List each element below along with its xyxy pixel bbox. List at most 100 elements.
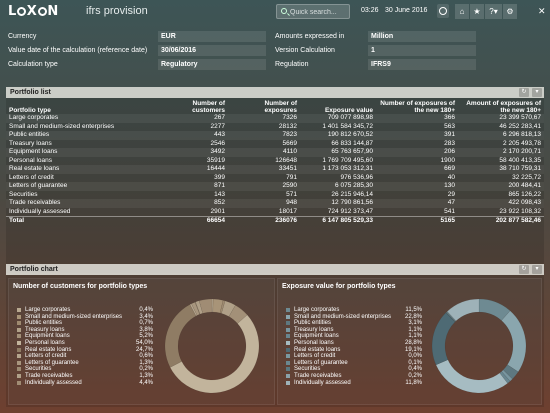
param-value[interactable]: IFRS9 <box>368 59 476 70</box>
pie-slice[interactable] <box>211 298 214 313</box>
table-cell: 1 173 053 312,31 <box>300 165 376 174</box>
table-row[interactable]: Letters of credit 399 791 976 536,96 40 32 22… <box>6 174 544 183</box>
legend-label: Large corporates <box>294 307 340 313</box>
pie-slice[interactable] <box>431 312 456 366</box>
table-cell: 7326 <box>228 114 300 123</box>
column-header[interactable]: Exposure value <box>324 107 373 115</box>
legend-item: Small and medium-sized enterprises 22,8% <box>286 314 426 320</box>
refresh-icon: ↻ <box>521 89 527 95</box>
portfolio-list-header: Portfolio list <box>6 87 544 98</box>
legend-value: 0,4% <box>139 307 153 313</box>
column-header[interactable]: Number of exposures of the new 180+ <box>380 100 455 115</box>
table-row[interactable]: Individually assessed 2901 18017 724 912 37… <box>6 208 544 217</box>
pie-slice[interactable] <box>169 314 260 394</box>
table-row[interactable]: Treasury loans 2546 5669 66 833 144,87 283 2 … <box>6 140 544 149</box>
table-cell: Public entities <box>6 131 156 140</box>
legend-swatch <box>17 308 21 312</box>
pie-slice[interactable] <box>435 359 508 394</box>
column-header[interactable]: Number of customers <box>192 100 225 115</box>
param-label: Version Calculation <box>275 47 335 54</box>
total-cell: 202 877 582,46 <box>458 216 544 226</box>
table-row[interactable]: Personal loans 35919 126648 1 769 709 495,6… <box>6 157 544 166</box>
legend-label: Public entities <box>294 320 332 327</box>
legend-label: Personal loans <box>25 340 65 346</box>
param-value[interactable]: Regulatory <box>158 59 266 70</box>
pie-slice[interactable] <box>446 311 457 322</box>
column-header[interactable]: Number of exposures <box>264 100 297 115</box>
legend-item: Small and medium-sized enterprises 3,4% <box>17 314 157 320</box>
quick-search[interactable] <box>276 4 350 19</box>
table-cell: 366 <box>376 114 458 123</box>
legend-label: Equipment loans <box>294 333 339 340</box>
legend-item: Real estate loans 24,7% <box>17 347 157 353</box>
table-cell: Treasury loans <box>9 139 52 147</box>
search-input[interactable] <box>290 6 348 18</box>
table-cell: Large corporates <box>6 114 156 123</box>
pie-slice[interactable] <box>446 298 480 322</box>
pie-slice[interactable] <box>501 310 527 373</box>
pie-slice[interactable] <box>164 304 197 368</box>
legend-value: 0,6% <box>139 353 153 360</box>
table-row[interactable]: Public entities 443 7823 190 812 670,52 391 6… <box>6 131 544 140</box>
table-cell: 190 812 670,52 <box>300 131 376 140</box>
table-row[interactable]: Real estate loans 16444 33451 1 173 053 312… <box>6 165 544 174</box>
pie-slice[interactable] <box>195 300 203 315</box>
legend-value: 11,5% <box>405 307 422 313</box>
pie-slice[interactable] <box>445 311 457 323</box>
table-cell: 65 763 657,90 <box>300 148 376 157</box>
clock-time: 03:26 <box>361 7 379 14</box>
table-row[interactable]: Small and medium-sized enterprises 2277 28… <box>6 123 544 132</box>
total-cell: 5165 <box>376 216 458 226</box>
favorites-button[interactable]: ★ <box>470 4 484 19</box>
legend-value: 5,2% <box>139 333 153 340</box>
legend-value: 1,3% <box>139 373 153 379</box>
legend-label: Letters of credit <box>25 353 67 360</box>
table-row[interactable]: Trade receivables 852 948 12 790 861,56 47 42… <box>6 199 544 208</box>
param-value[interactable]: 30/06/2016 <box>158 45 266 56</box>
total-cell: Total <box>6 216 156 226</box>
legend-value: 54,0% <box>135 340 153 346</box>
pie-slice[interactable] <box>445 312 456 323</box>
donut-chart <box>164 298 260 394</box>
table-cell: 4110 <box>228 148 300 157</box>
table-cell: 206 <box>376 148 458 157</box>
refresh-button[interactable]: ↻ <box>519 88 529 97</box>
table-cell: Letters of credit <box>9 173 54 181</box>
param-value[interactable]: EUR <box>158 31 266 42</box>
legend-label: Personal loans <box>294 340 334 346</box>
pie-slice[interactable] <box>198 298 213 314</box>
pie-slice[interactable] <box>191 301 200 316</box>
legend-value: 11,8% <box>405 379 422 386</box>
param-value[interactable]: Million <box>368 31 476 42</box>
table-row[interactable]: Securities 143 571 26 215 946,14 29 865 126,2… <box>6 191 544 200</box>
clock-icon <box>439 7 447 15</box>
table-cell: 2277 <box>210 122 225 130</box>
home-button[interactable]: ⌂ <box>455 4 469 19</box>
settings-button[interactable]: ⚙ <box>503 4 517 19</box>
chart-refresh-button[interactable]: ↻ <box>519 265 529 274</box>
table-cell: 46 252 283,41 <box>499 122 541 130</box>
legend-label: Letters of credit <box>294 353 336 360</box>
legend-swatch <box>17 360 21 365</box>
column-header[interactable]: Amount of exposures of the new 180+ <box>466 100 541 115</box>
legend-value: 0,1% <box>408 359 422 366</box>
table-row[interactable]: Letters of guarantee 871 2590 6 075 285,30 1… <box>6 182 544 191</box>
clock-button[interactable] <box>437 4 449 18</box>
column-header[interactable]: Portfolio type <box>9 107 51 115</box>
table-cell: 709 077 898,98 <box>300 114 376 123</box>
panel-menu-button[interactable]: ▾ <box>532 88 542 97</box>
table-cell: 2901 <box>210 207 225 215</box>
pie-slice[interactable] <box>478 298 511 321</box>
table-row[interactable]: Equipment loans 3492 4110 65 763 657,90 206 2… <box>6 148 544 157</box>
legend-item: Large corporates 11,5% <box>286 307 426 313</box>
param-label: Value date of the calculation (reference… <box>8 47 148 54</box>
close-icon[interactable]: ✕ <box>538 6 546 16</box>
table-row[interactable]: Large corporates 267 7326 709 077 898,98 366… <box>6 114 544 123</box>
help-button[interactable]: ?▾ <box>485 4 502 19</box>
table-cell: 38 710 759,31 <box>458 165 544 174</box>
chart-menu-button[interactable]: ▾ <box>532 265 542 274</box>
table-cell: 28132 <box>278 122 297 130</box>
param-value[interactable]: 1 <box>368 45 476 56</box>
table-cell: 2 205 493,78 <box>503 139 541 147</box>
